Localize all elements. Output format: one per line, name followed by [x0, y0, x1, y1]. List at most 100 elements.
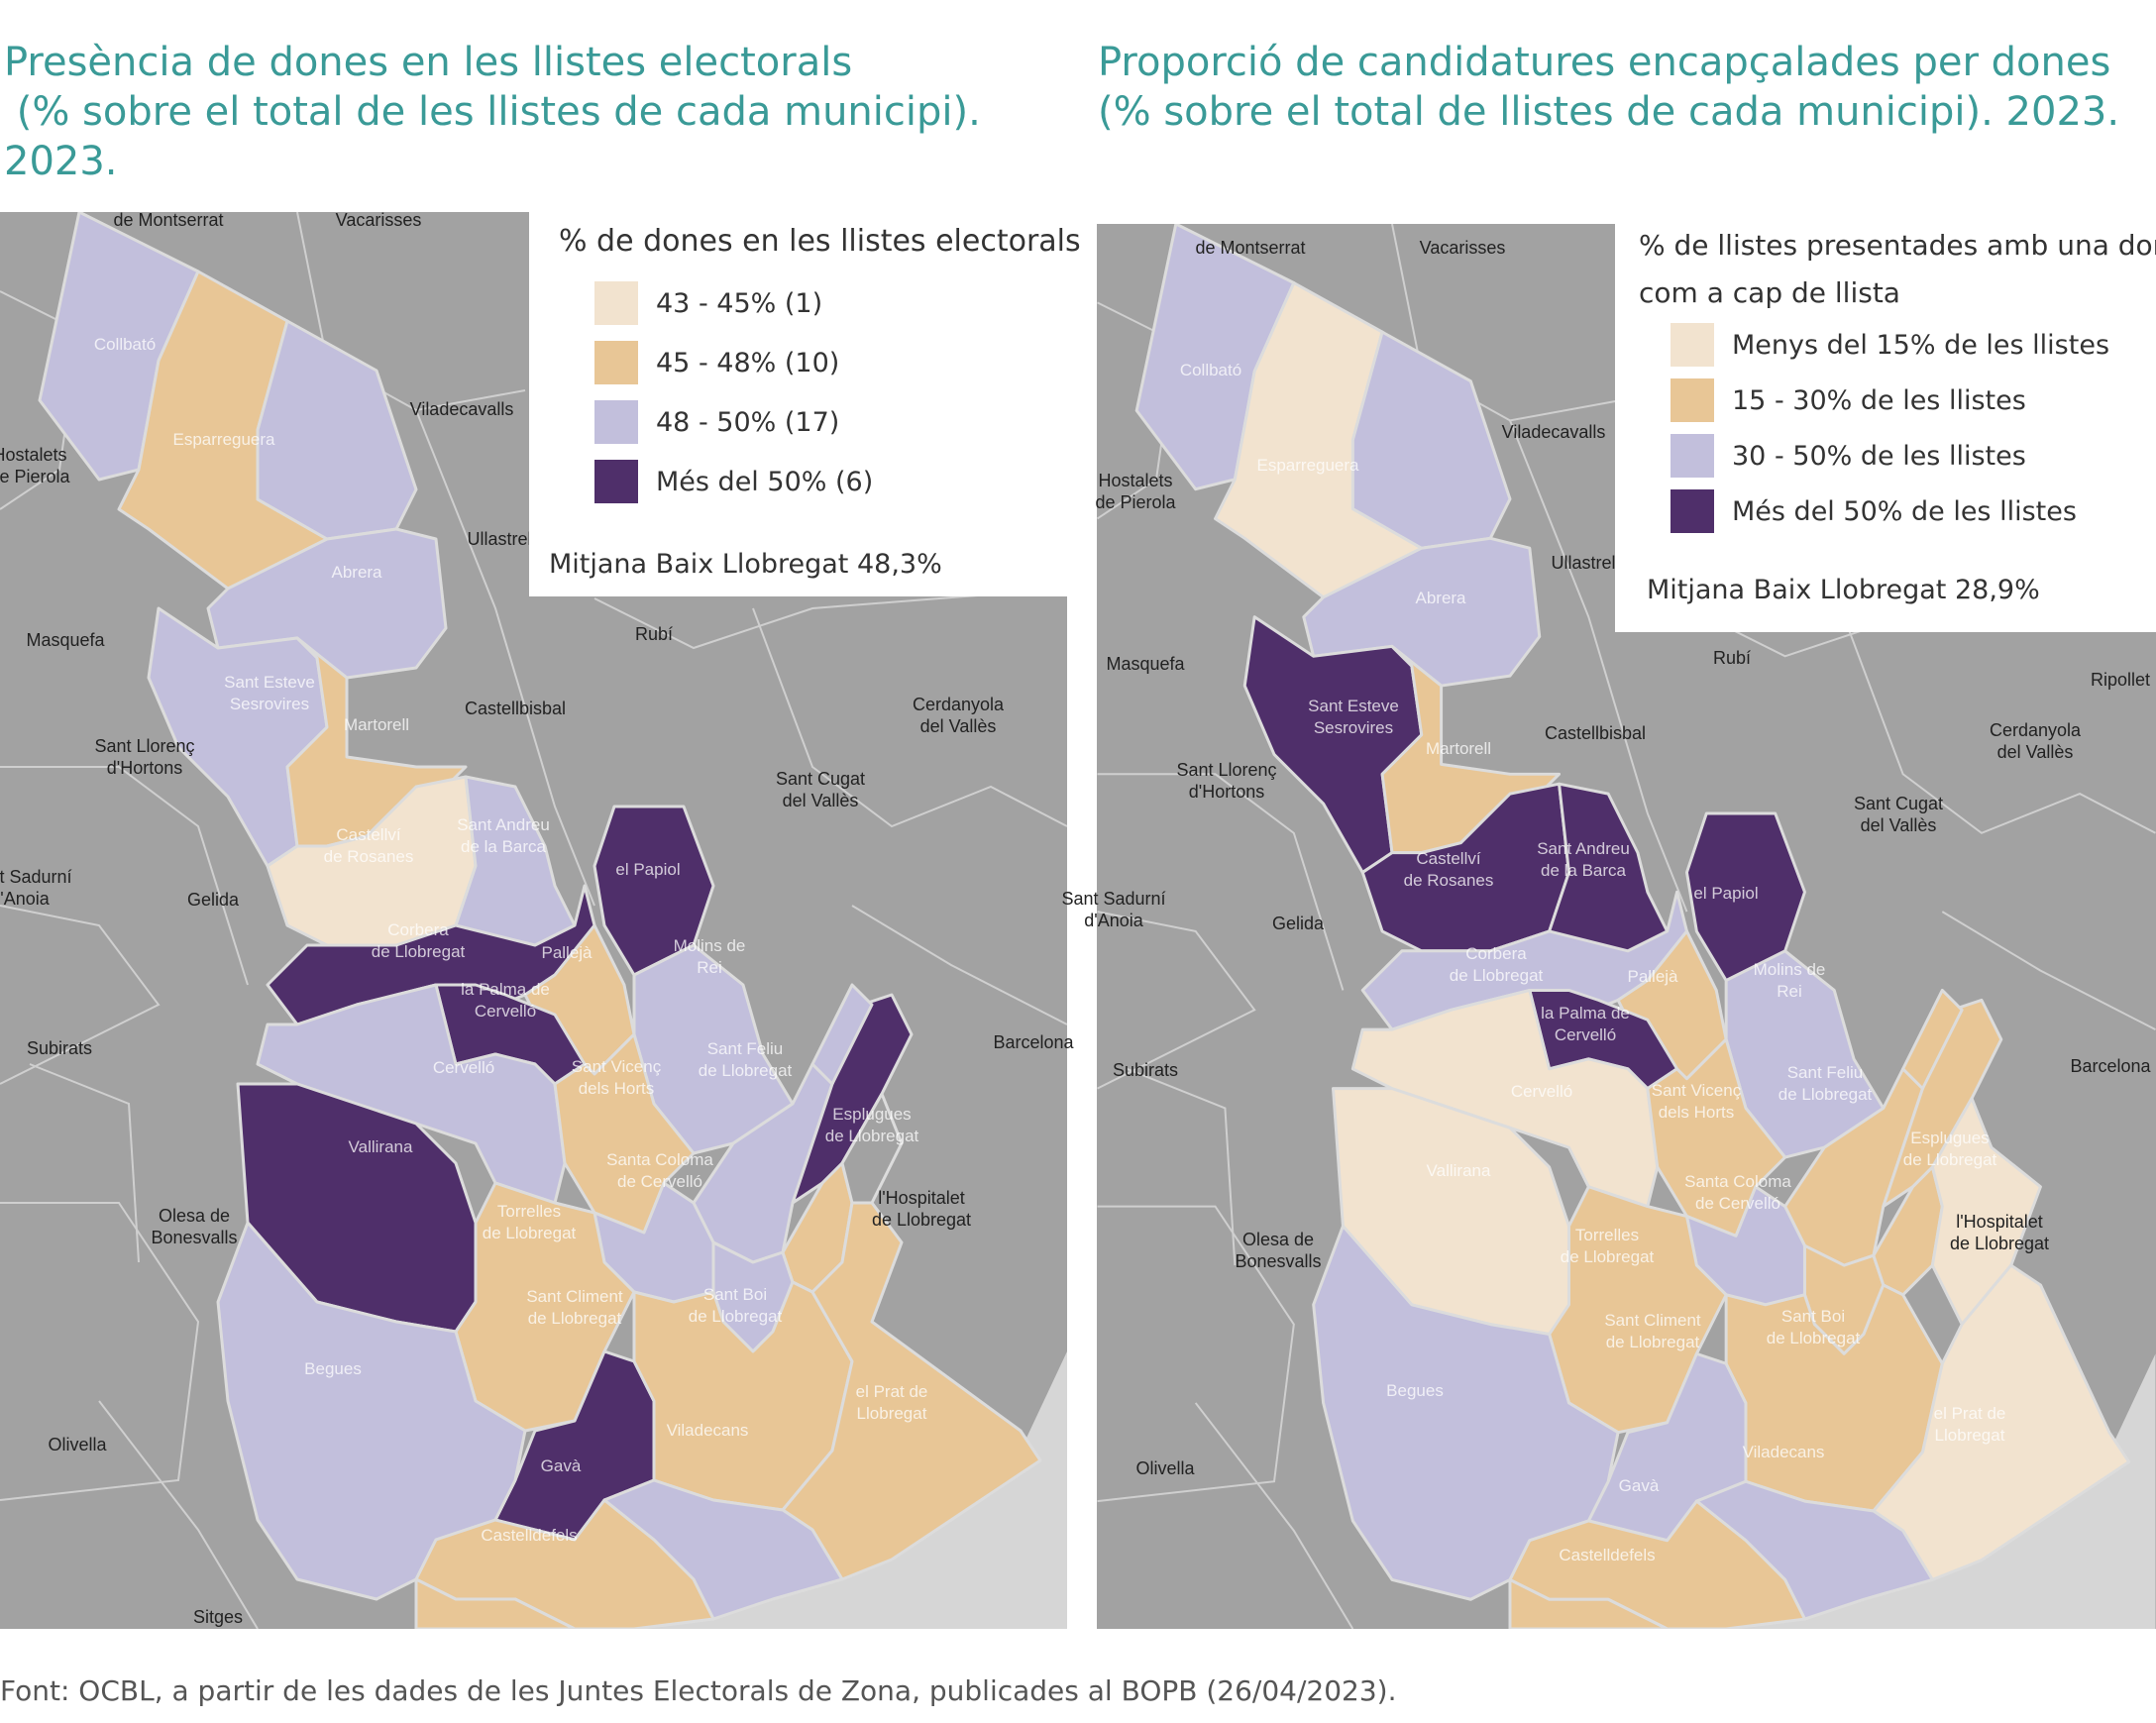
- legend-label: 45 - 48% (10): [656, 347, 840, 378]
- legend-item: 48 - 50% (17): [594, 400, 839, 444]
- muni-label: Corbera de Llobregat: [1449, 944, 1544, 985]
- legend-label: Més del 50% (6): [656, 466, 874, 497]
- muni-label: Sant Vicenç dels Horts: [571, 1057, 662, 1098]
- place-label: Olesa de Bonesvalls: [1235, 1230, 1322, 1271]
- muni-label: Castellví de Rosanes: [323, 825, 414, 866]
- muni-justdesvern: [810, 983, 874, 1086]
- place-label: Rubí: [1712, 648, 1752, 668]
- place-label: Olivella: [48, 1435, 107, 1454]
- muni-olesa: [1350, 330, 1512, 550]
- left-legend: % de dones en les llistes electorals 43 …: [529, 212, 1081, 596]
- place-label: Sitges: [192, 1607, 244, 1627]
- place-label: l'Hospitalet de Llobregat: [1949, 1212, 2050, 1253]
- muni-label: Castelldefels: [1559, 1546, 1656, 1564]
- legend-swatch: [1671, 434, 1714, 478]
- legend-swatch: [594, 400, 638, 444]
- legend-title: % de dones en les llistes electorals: [559, 224, 1081, 259]
- muni-label: Begues: [1386, 1381, 1444, 1400]
- legend-title: % de llistes presentades amb una dona co…: [1639, 229, 2156, 309]
- muni-label: Corbera de Llobregat: [371, 920, 466, 961]
- muni-label: Sant Esteve Sesrovires: [1308, 697, 1399, 737]
- muni-label: Abrera: [1415, 589, 1466, 607]
- place-label: Sant Sadurní d'Anoia: [1061, 889, 1166, 930]
- place-label: Ripollet: [2090, 670, 2151, 690]
- place-label: Castellbisbal: [464, 699, 567, 718]
- place-label: Gelida: [1271, 914, 1325, 933]
- muni-boi: [1724, 1283, 1944, 1513]
- left-map-svg: [0, 212, 1067, 1629]
- muni-label: Viladecans: [1742, 1443, 1825, 1461]
- muni-label: Sant Boi de Llobregat: [688, 1285, 783, 1326]
- place-label: de Montserrat: [1195, 238, 1306, 258]
- municipalities: [38, 212, 1042, 1629]
- muni-label: Cervelló: [432, 1058, 495, 1077]
- legend-swatch: [1671, 323, 1714, 367]
- legend-item: 15 - 30% de les llistes: [1671, 378, 2026, 422]
- place-label: Barcelona: [993, 1032, 1074, 1052]
- legend-swatch: [1671, 378, 1714, 422]
- muni-label: Esplugues de Llobregat: [1902, 1129, 1997, 1169]
- place-label: Masquefa: [1106, 654, 1185, 674]
- muni-label: Collbató: [93, 335, 157, 354]
- muni-label: Esplugues de Llobregat: [824, 1105, 919, 1145]
- muni-label: el Papiol: [615, 860, 681, 879]
- place-label: Viladecavalls: [1501, 422, 1606, 442]
- muni-label: Viladecans: [666, 1421, 749, 1440]
- legend-swatch: [594, 281, 638, 325]
- legend-label: Menys del 15% de les llistes: [1732, 329, 2110, 361]
- muni-label: Martorell: [343, 715, 410, 734]
- muni-label: Sant Andreu de la Barca: [457, 815, 550, 856]
- muni-label: Castelldefels: [481, 1526, 578, 1545]
- place-label: Sant Sadurní d'Anoia: [0, 867, 72, 909]
- muni-label: Sant Climent de Llobregat: [526, 1287, 623, 1328]
- muni-hospitalet-left: [840, 1092, 904, 1205]
- muni-label: Pallejà: [541, 943, 593, 962]
- muni-label: Santa Coloma de Cervelló: [606, 1150, 713, 1191]
- muni-label: Martorell: [1425, 739, 1492, 758]
- place-label: Olesa de Bonesvalls: [151, 1206, 238, 1247]
- place-label: Cerdanyola del Vallès: [912, 695, 1005, 736]
- muni-label: el Prat de Llobregat: [1933, 1404, 2006, 1445]
- legend-item: 45 - 48% (10): [594, 341, 839, 384]
- legend-label: 30 - 50% de les llistes: [1732, 440, 2026, 472]
- legend-label: 15 - 30% de les llistes: [1732, 384, 2026, 416]
- sea: [1588, 1353, 2156, 1629]
- muni-label: Abrera: [331, 563, 382, 582]
- place-label: Gelida: [186, 890, 240, 910]
- place-label: Sant Llorenç d'Hortons: [94, 736, 195, 778]
- place-label: Castellbisbal: [1544, 723, 1647, 743]
- muni-label: Molins de Rei: [673, 936, 746, 977]
- muni-label: la Palma de Cervelló: [1541, 1004, 1630, 1044]
- muni-label: Begues: [304, 1359, 362, 1378]
- place-label: Hostalets de Pierola: [1095, 471, 1176, 512]
- legend-swatch: [594, 341, 638, 384]
- muni-label: Vallirana: [1426, 1161, 1491, 1180]
- place-label: Subirats: [26, 1038, 93, 1058]
- muni-label: el Prat de Llobregat: [855, 1382, 928, 1423]
- muni-label: Esparreguera: [172, 430, 275, 449]
- legend-item: 30 - 50% de les llistes: [1671, 434, 2026, 478]
- legend-average: Mitjana Baix Llobregat 28,9%: [1647, 575, 2040, 605]
- muni-label: Vallirana: [348, 1137, 413, 1156]
- muni-prat: [781, 1201, 1042, 1581]
- muni-label: Gavà: [1618, 1476, 1660, 1495]
- legend-label: 48 - 50% (17): [656, 406, 840, 438]
- place-label: Sant Cugat del Vallès: [775, 769, 866, 810]
- muni-olesa: [256, 319, 418, 541]
- muni-label: Sant Climent de Llobregat: [1604, 1311, 1701, 1351]
- muni-label: Sant Feliu de Llobregat: [1778, 1063, 1873, 1104]
- muni-label: Gavà: [540, 1456, 582, 1475]
- place-label: l'Hospitalet de Llobregat: [871, 1188, 972, 1230]
- left-map-title: Presència de dones en les llistes electo…: [4, 40, 981, 184]
- muni-label: Cervelló: [1510, 1082, 1573, 1101]
- place-label: Sant Llorenç d'Hortons: [1176, 760, 1277, 802]
- muni-label: Molins de Rei: [1753, 960, 1826, 1001]
- legend-label: 43 - 45% (1): [656, 287, 823, 319]
- muni-label: Sant Boi de Llobregat: [1766, 1307, 1861, 1347]
- source-note: Font: OCBL, a partir de les dades de les…: [0, 1674, 1397, 1707]
- place-label: Rubí: [634, 624, 674, 644]
- muni-castelldefels: [1508, 1577, 1670, 1629]
- muni-label: la Palma de Cervelló: [461, 980, 550, 1021]
- legend-label: Més del 50% de les llistes: [1732, 495, 2077, 527]
- place-label: Vacarisses: [1419, 238, 1506, 258]
